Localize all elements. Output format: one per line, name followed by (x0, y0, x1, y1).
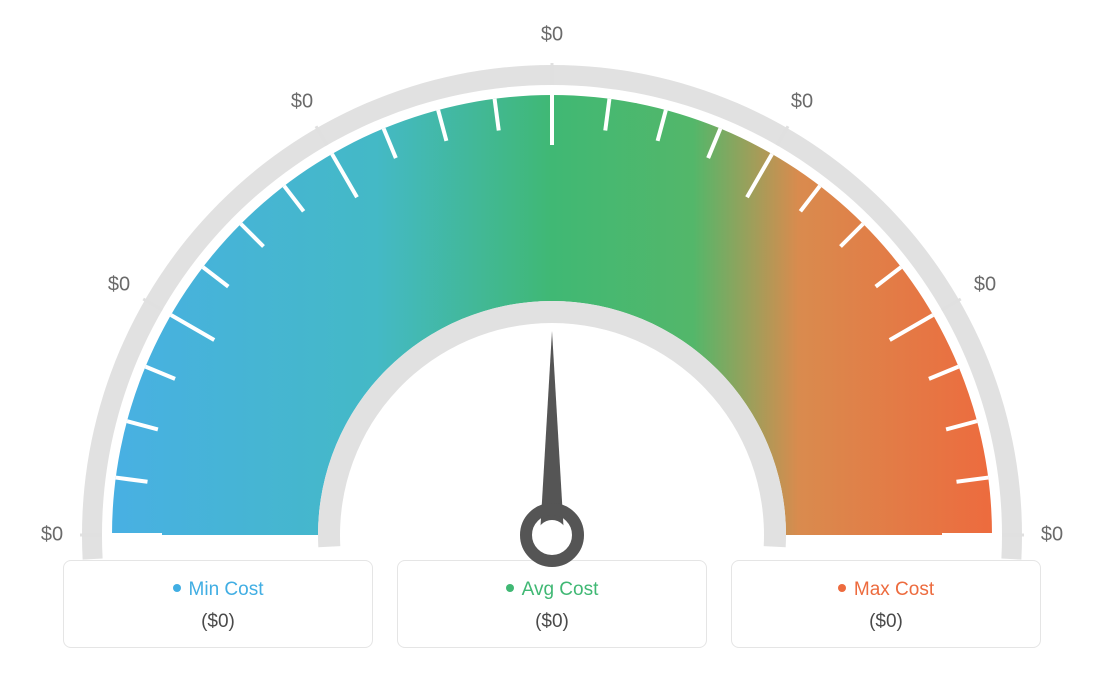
gauge-axis-label: $0 (974, 274, 996, 297)
gauge-axis-label: $0 (41, 524, 63, 547)
gauge-axis-label: $0 (1041, 524, 1063, 547)
legend-card-avg: Avg Cost ($0) (397, 560, 707, 648)
legend-title-avg-text: Avg Cost (522, 579, 599, 600)
gauge-chart: $0 $0 $0 $0 $0 $0 $0 (0, 0, 1104, 560)
dot-icon (506, 584, 514, 592)
legend-title-max-text: Max Cost (854, 579, 934, 600)
legend-title-avg: Avg Cost (398, 579, 706, 601)
legend-value-min: ($0) (64, 611, 372, 633)
dot-icon (838, 584, 846, 592)
dot-icon (173, 584, 181, 592)
legend-row: Min Cost ($0) Avg Cost ($0) Max Cost ($0… (0, 560, 1104, 648)
legend-value-max: ($0) (732, 611, 1040, 633)
gauge-axis-label: $0 (108, 274, 130, 297)
legend-card-max: Max Cost ($0) (731, 560, 1041, 648)
legend-title-max: Max Cost (732, 579, 1040, 601)
gauge-axis-label: $0 (291, 90, 313, 113)
gauge-axis-label: $0 (541, 24, 563, 47)
legend-title-min: Min Cost (64, 579, 372, 601)
legend-card-min: Min Cost ($0) (63, 560, 373, 648)
gauge-svg (22, 10, 1082, 570)
legend-title-min-text: Min Cost (189, 579, 264, 600)
gauge-axis-label: $0 (791, 90, 813, 113)
legend-value-avg: ($0) (398, 611, 706, 633)
